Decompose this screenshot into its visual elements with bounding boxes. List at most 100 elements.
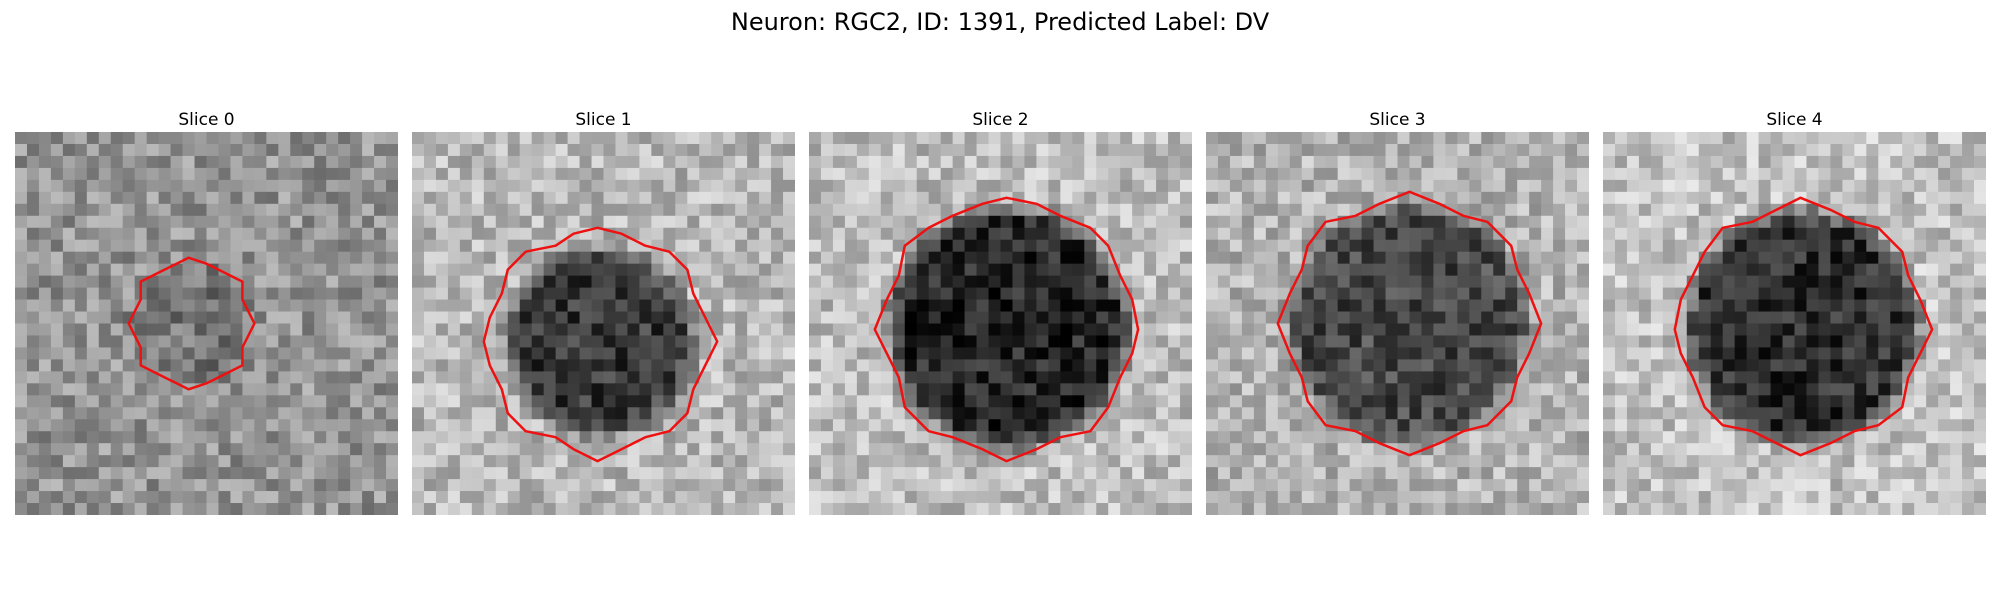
image-pixel — [555, 419, 568, 432]
image-pixel — [74, 227, 88, 241]
image-pixel — [38, 179, 52, 193]
image-pixel — [783, 347, 795, 360]
image-pixel — [314, 167, 327, 181]
image-pixel — [1000, 143, 1013, 157]
image-pixel — [1072, 335, 1085, 348]
image-pixel — [1084, 467, 1097, 480]
image-pixel — [74, 191, 88, 205]
image-pixel — [1794, 132, 1807, 145]
image-pixel — [1481, 503, 1494, 515]
image-pixel — [1409, 503, 1422, 515]
image-pixel — [1180, 431, 1192, 444]
image-pixel — [435, 383, 449, 396]
image-pixel — [1229, 287, 1243, 300]
image-pixel — [278, 431, 291, 444]
image-pixel — [1686, 311, 1700, 324]
image-pixel — [1433, 143, 1446, 157]
image-pixel — [314, 323, 327, 336]
image-pixel — [122, 275, 136, 288]
image-pixel — [1890, 443, 1903, 456]
image-pixel — [1746, 143, 1759, 157]
image-pixel — [507, 203, 521, 217]
image-pixel — [1878, 203, 1891, 217]
image-pixel — [1048, 347, 1061, 360]
image-pixel — [350, 419, 363, 432]
image-pixel — [940, 179, 954, 193]
image-pixel — [1206, 335, 1219, 348]
image-pixel — [326, 359, 339, 372]
image-pixel — [1144, 323, 1157, 336]
image-pixel — [783, 431, 795, 444]
image-pixel — [423, 275, 437, 288]
image-pixel — [1962, 431, 1975, 444]
image-pixel — [1902, 395, 1915, 408]
image-pixel — [904, 371, 918, 384]
image-pixel — [1794, 251, 1807, 265]
image-pixel — [1168, 287, 1181, 300]
image-pixel — [1060, 347, 1073, 360]
image-pixel — [1746, 155, 1759, 169]
image-pixel — [1301, 203, 1315, 217]
image-pixel — [26, 371, 40, 384]
image-pixel — [832, 239, 846, 253]
image-pixel — [1505, 419, 1518, 432]
image-pixel — [1144, 347, 1157, 360]
image-pixel — [820, 455, 834, 468]
image-pixel — [1493, 371, 1506, 384]
image-pixel — [1830, 455, 1843, 468]
image-pixel — [423, 311, 437, 324]
image-pixel — [98, 203, 112, 217]
image-pixel — [1373, 335, 1386, 348]
image-pixel — [218, 275, 231, 288]
image-pixel — [412, 191, 425, 205]
image-pixel — [1553, 155, 1566, 169]
image-pixel — [603, 215, 616, 229]
image-pixel — [1950, 443, 1963, 456]
image-pixel — [1638, 155, 1652, 169]
image-pixel — [759, 299, 772, 312]
image-pixel — [1433, 263, 1446, 277]
image-pixel — [412, 132, 425, 145]
image-pixel — [242, 251, 255, 265]
image-pixel — [507, 263, 521, 277]
image-pixel — [1000, 311, 1013, 324]
image-pixel — [1517, 203, 1530, 217]
image-pixel — [1818, 239, 1831, 253]
image-pixel — [1206, 503, 1219, 515]
image-pixel — [892, 311, 906, 324]
image-pixel — [567, 263, 580, 277]
image-pixel — [242, 491, 255, 504]
image-pixel — [952, 323, 965, 336]
image-pixel — [459, 299, 473, 312]
image-pixel — [1277, 191, 1291, 205]
image-pixel — [904, 359, 918, 372]
image-pixel — [1746, 371, 1759, 384]
image-pixel — [1758, 371, 1771, 384]
image-pixel — [507, 143, 521, 157]
slice-image-1 — [412, 132, 795, 515]
image-pixel — [1614, 179, 1628, 193]
image-pixel — [302, 491, 315, 504]
image-pixel — [1626, 143, 1640, 157]
image-pixel — [1409, 395, 1422, 408]
image-pixel — [1168, 215, 1181, 229]
image-pixel — [146, 191, 160, 205]
image-pixel — [976, 479, 989, 492]
image-pixel — [1806, 167, 1819, 181]
image-pixel — [940, 503, 954, 515]
image-pixel — [423, 227, 437, 241]
image-pixel — [290, 479, 303, 492]
image-pixel — [1926, 132, 1939, 145]
image-pixel — [386, 215, 398, 229]
image-pixel — [1794, 419, 1807, 432]
image-pixel — [1481, 359, 1494, 372]
image-pixel — [844, 179, 858, 193]
image-pixel — [759, 503, 772, 515]
image-pixel — [194, 143, 207, 157]
image-pixel — [868, 431, 882, 444]
image-pixel — [699, 287, 712, 300]
image-pixel — [1926, 227, 1939, 241]
cell-contour — [873, 196, 1140, 463]
image-pixel — [1265, 251, 1279, 265]
image-pixel — [1638, 443, 1652, 456]
